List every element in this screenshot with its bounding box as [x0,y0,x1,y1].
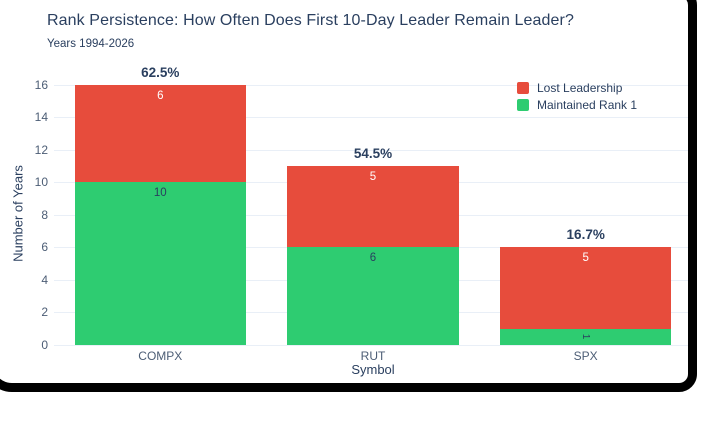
chart-subtitle: Years 1994-2026 [47,38,135,50]
y-tick-label: 10 [34,175,48,190]
gridline-y16 [54,84,692,86]
chart-canvas: Rank Persistence: How Often Does First 1… [11,12,692,377]
legend: Lost Leadership Maintained Rank 1 [517,79,637,113]
chart-title: Rank Persistence: How Often Does First 1… [47,12,574,29]
bar-value-label: 6 [157,89,164,102]
x-axis-title: Symbol [351,362,395,377]
gridline-y12 [54,149,692,151]
gridline-y14 [54,117,692,119]
bar-value-label: 10 [153,187,167,200]
bar-compx-lost-leadership[interactable]: 6 [74,84,246,183]
percent-annotation: 16.7% [566,227,605,243]
bar-rut-maintained-rank-1[interactable]: 6 [287,247,459,345]
bar-rut-lost-leadership[interactable]: 5 [287,165,459,248]
y-tick-label: 16 [34,77,48,92]
y-tick-label: 8 [41,207,48,222]
y-tick-label: 4 [41,272,48,287]
gridline-y0 [54,345,692,346]
x-tick-label-rut: RUT [360,349,386,363]
percent-annotation: 62.5% [141,64,180,80]
legend-item-lost-leadership[interactable]: Lost Leadership [517,79,637,96]
legend-swatch-icon [517,81,529,94]
y-tick-label: 6 [41,240,48,255]
bar-spx-maintained-rank-1[interactable]: 1 [500,328,672,345]
bar-compx-maintained-rank-1[interactable]: 10 [74,182,246,345]
legend-label: Maintained Rank 1 [537,97,638,112]
bar-value-label: 6 [369,252,377,265]
legend-label: Lost Leadership [537,80,623,95]
legend-item-maintained-rank-1[interactable]: Maintained Rank 1 [517,96,637,113]
bar-value-label: 5 [369,170,377,183]
bar-value-label: 5 [582,252,589,265]
y-tick-label: 2 [41,305,48,320]
y-tick-label: 0 [41,338,48,352]
percent-annotation: 54.5% [353,145,393,161]
y-tick-label: 12 [34,142,48,157]
bar-spx-lost-leadership[interactable]: 5 [500,247,672,329]
x-tick-label-compx: COMPX [138,349,183,363]
x-tick-label-spx: SPX [573,349,598,363]
legend-swatch-icon [517,98,529,111]
y-tick-label: 14 [34,110,48,125]
